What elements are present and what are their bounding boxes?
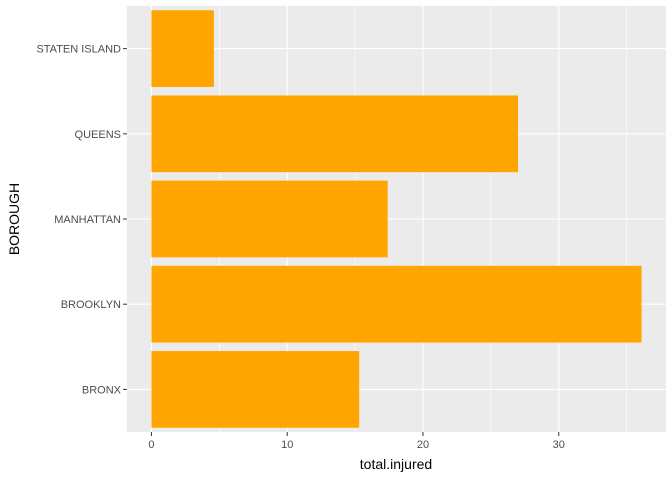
bar-brooklyn <box>151 265 642 343</box>
x-axis: 0 10 20 30 <box>148 432 565 451</box>
y-axis-title: BOROUGH <box>6 183 22 255</box>
x-tick-label: 0 <box>148 439 154 451</box>
y-tick-label: BRONX <box>82 384 122 396</box>
x-tick-label: 30 <box>553 439 565 451</box>
y-tick-label: STATEN ISLAND <box>36 44 121 56</box>
x-axis-title: total.injured <box>360 456 432 472</box>
bar-manhattan <box>151 180 388 258</box>
bar-staten-island <box>151 10 214 87</box>
y-tick-label: QUEENS <box>75 129 121 141</box>
y-tick-label: MANHATTAN <box>54 214 121 226</box>
bar-queens <box>151 95 519 173</box>
bar-bronx <box>151 351 360 428</box>
x-tick-label: 20 <box>417 439 429 451</box>
y-axis: BRONX BROOKLYN MANHATTAN QUEENS STATEN ISLAN… <box>36 44 127 396</box>
bars <box>151 10 642 428</box>
y-tick-label: BROOKLYN <box>61 299 121 311</box>
x-tick-label: 10 <box>281 439 293 451</box>
